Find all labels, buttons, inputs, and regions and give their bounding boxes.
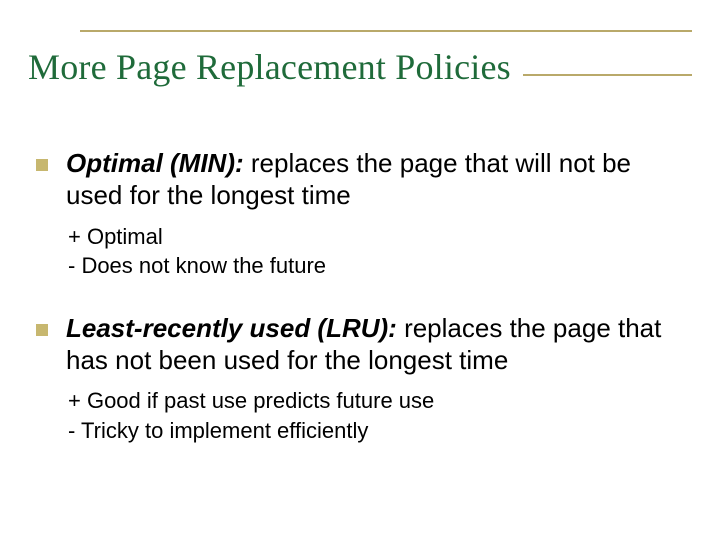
slide: More Page Replacement Policies Optimal (… xyxy=(0,0,720,540)
bullet-text: Optimal (MIN): replaces the page that wi… xyxy=(66,148,684,211)
sub-line: + Optimal xyxy=(68,222,684,252)
sub-line: - Tricky to implement efficiently xyxy=(68,416,684,446)
spacer xyxy=(36,299,684,313)
title-rule-top xyxy=(80,30,692,32)
slide-body: Optimal (MIN): replaces the page that wi… xyxy=(28,112,692,446)
square-bullet-icon xyxy=(36,159,48,171)
square-bullet-icon xyxy=(36,324,48,336)
bullet-term: Least-recently used (LRU): xyxy=(66,313,397,343)
bullet-row: Optimal (MIN): replaces the page that wi… xyxy=(36,148,684,211)
bullet-term: Optimal (MIN): xyxy=(66,148,244,178)
sub-line: - Does not know the future xyxy=(68,251,684,281)
bullet-text: Least-recently used (LRU): replaces the … xyxy=(66,313,684,376)
sub-line: + Good if past use predicts future use xyxy=(68,386,684,416)
slide-title: More Page Replacement Policies xyxy=(28,46,523,88)
bullet-sub: + Good if past use predicts future use -… xyxy=(36,386,684,445)
bullet-block: Least-recently used (LRU): replaces the … xyxy=(36,313,684,446)
bullet-block: Optimal (MIN): replaces the page that wi… xyxy=(36,148,684,281)
bullet-row: Least-recently used (LRU): replaces the … xyxy=(36,313,684,376)
title-area: More Page Replacement Policies xyxy=(28,18,692,112)
bullet-sub: + Optimal - Does not know the future xyxy=(36,222,684,281)
